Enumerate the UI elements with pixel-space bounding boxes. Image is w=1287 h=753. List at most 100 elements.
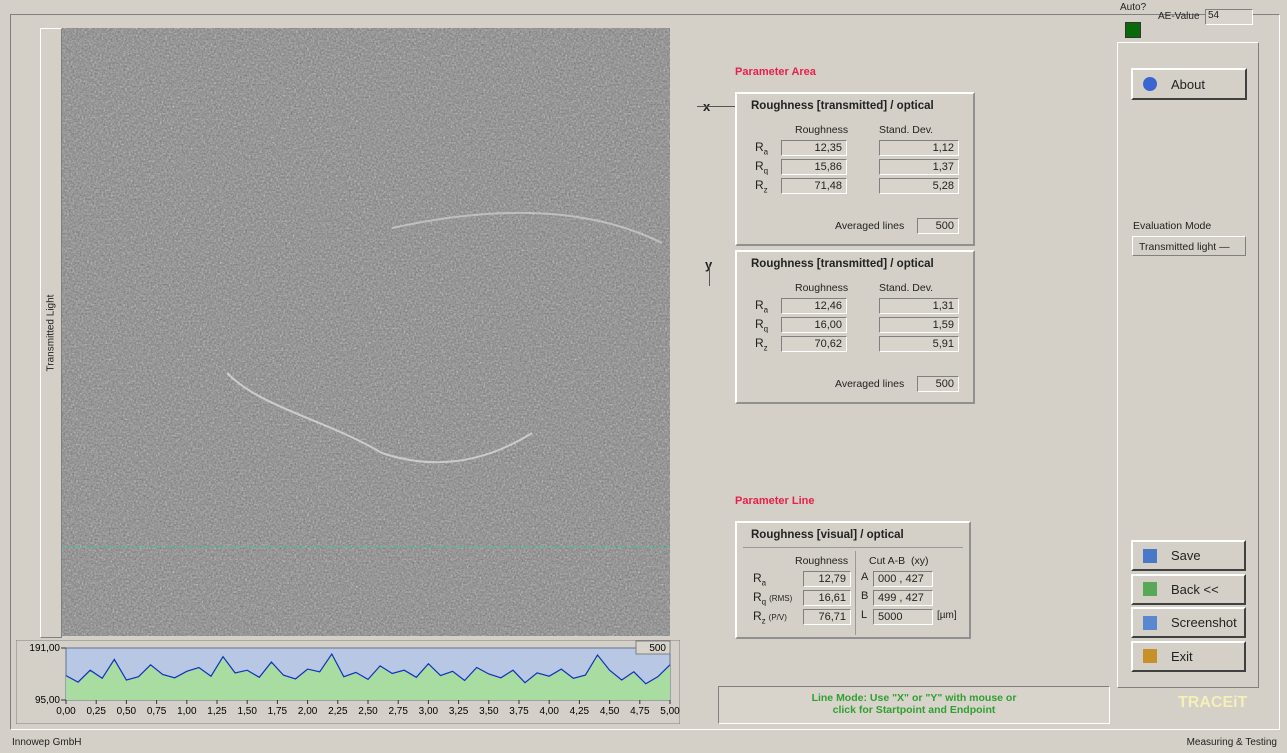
param-symbol: Ra xyxy=(755,298,768,314)
col-header: Roughness xyxy=(795,555,848,567)
symbol: R xyxy=(755,298,764,312)
symbol-sub: z xyxy=(764,343,768,352)
x-tick-label: 2,75 xyxy=(388,706,408,717)
col-header: Cut A-B (xy) xyxy=(869,555,929,567)
side-button[interactable]: Back << xyxy=(1131,574,1246,605)
x-tick-label: 0,25 xyxy=(86,706,106,717)
symbol-sub: a xyxy=(764,147,768,156)
line-count: 500 xyxy=(649,643,666,654)
symbol-sub: q xyxy=(762,597,766,606)
symbol: R xyxy=(753,571,762,585)
cut-value[interactable]: 000 , 427 xyxy=(873,571,933,587)
line-box-title: Roughness [visual] / optical xyxy=(751,529,904,541)
side-label: Transmitted Light xyxy=(46,295,57,372)
button-text: Exit xyxy=(1171,649,1193,664)
auto-indicator[interactable] xyxy=(1125,22,1141,38)
ae-label: AE-Value xyxy=(1158,11,1200,22)
line-box: Roughness [visual] / optical Roughness Cu… xyxy=(735,521,971,639)
side-button[interactable]: Screenshot xyxy=(1131,607,1246,638)
symbol-sub: a xyxy=(762,578,766,587)
symbol-note: (RMS) xyxy=(769,594,792,603)
eval-value: Transmitted light xyxy=(1139,241,1216,253)
status-line: Line Mode: Use "X" or "Y" with mouse or xyxy=(719,692,1109,704)
cut-unit: [µm] xyxy=(937,610,957,621)
separator xyxy=(743,547,963,548)
stddev-value: 1,59 xyxy=(879,317,959,333)
symbol-note: (P/V) xyxy=(769,613,787,622)
averaged-value: 500 xyxy=(917,218,959,234)
footer-right: Measuring & Testing xyxy=(1187,737,1277,748)
x-tick-label: 3,75 xyxy=(509,706,529,717)
x-tick-label: 2,50 xyxy=(358,706,378,717)
param-symbol: Rq(RMS) xyxy=(753,590,792,606)
averaged-label: Averaged lines xyxy=(835,378,904,390)
param-symbol: Rq xyxy=(755,317,768,333)
stddev-value: 1,31 xyxy=(879,298,959,314)
side-button[interactable]: Exit xyxy=(1131,641,1246,672)
cut-label: L xyxy=(861,609,867,621)
ae-value[interactable]: 54 xyxy=(1205,9,1253,25)
y-tick-label: 191,00 xyxy=(29,643,60,654)
roughness-value: 70,62 xyxy=(781,336,847,352)
cut-label: B xyxy=(861,590,868,602)
eval-dropdown[interactable]: Transmitted light — xyxy=(1132,236,1246,256)
roughness-value: 12,79 xyxy=(803,571,851,587)
x-tick-label: 4,25 xyxy=(570,706,590,717)
symbol-sub: z xyxy=(762,616,766,625)
col-header: Stand. Dev. xyxy=(879,124,933,136)
symbol-sub: q xyxy=(764,166,768,175)
symbol: R xyxy=(755,317,764,331)
area-heading: Parameter Area xyxy=(735,66,816,78)
stddev-value: 5,91 xyxy=(879,336,959,352)
axis-tick xyxy=(709,264,710,286)
cut-value[interactable]: 5000 xyxy=(873,609,933,625)
stddev-value: 1,37 xyxy=(879,159,959,175)
symbol-sub: z xyxy=(764,185,768,194)
x-tick-label: 0,50 xyxy=(117,706,137,717)
averaged-label: Averaged lines xyxy=(835,220,904,232)
symbol: R xyxy=(753,590,762,604)
eval-label: Evaluation Mode xyxy=(1133,220,1211,232)
app-window: Auto? AE-Value 54 Transmitted Light 95,0… xyxy=(0,0,1287,753)
side-button[interactable]: Save xyxy=(1131,540,1246,571)
about-button[interactable]: About xyxy=(1131,68,1247,100)
about-text: About xyxy=(1171,77,1205,92)
col-header: Roughness xyxy=(795,282,848,294)
status-line: click for Startpoint and Endpoint xyxy=(719,704,1109,716)
x-tick-label: 3,25 xyxy=(449,706,469,717)
box-title: Roughness [transmitted] / optical xyxy=(751,258,934,270)
roughness-value: 76,71 xyxy=(803,609,851,625)
button-text: Save xyxy=(1171,548,1201,563)
x-tick-label: 3,00 xyxy=(419,706,439,717)
status-box: Line Mode: Use "X" or "Y" with mouse or … xyxy=(718,686,1110,724)
area-box: Roughness [transmitted] / optical Roughne… xyxy=(735,250,975,404)
symbol: R xyxy=(755,178,764,192)
x-tick-label: 1,00 xyxy=(177,706,197,717)
symbol: R xyxy=(755,140,764,154)
stddev-value: 5,28 xyxy=(879,178,959,194)
symbol: R xyxy=(755,336,764,350)
param-symbol: Rz xyxy=(755,178,768,194)
param-symbol: Ra xyxy=(755,140,768,156)
x-tick-label: 3,50 xyxy=(479,706,499,717)
microscope-image[interactable] xyxy=(62,28,670,636)
col-header: Stand. Dev. xyxy=(879,282,933,294)
button-icon xyxy=(1143,649,1157,663)
x-tick-label: 0,00 xyxy=(56,706,76,717)
roughness-value: 15,86 xyxy=(781,159,847,175)
x-tick-label: 4,00 xyxy=(539,706,559,717)
stddev-value: 1,12 xyxy=(879,140,959,156)
roughness-value: 16,61 xyxy=(803,590,851,606)
y-tick-label: 95,00 xyxy=(35,695,60,706)
x-tick-label: 2,25 xyxy=(328,706,348,717)
side-bar: Transmitted Light xyxy=(40,28,62,638)
line-heading: Parameter Line xyxy=(735,495,814,507)
x-tick-label: 5,00 xyxy=(660,706,680,717)
x-tick-label: 0,75 xyxy=(147,706,167,717)
box-title: Roughness [transmitted] / optical xyxy=(751,100,934,112)
param-symbol: Rq xyxy=(755,159,768,175)
cut-value[interactable]: 499 , 427 xyxy=(873,590,933,606)
button-text: Back << xyxy=(1171,582,1219,597)
